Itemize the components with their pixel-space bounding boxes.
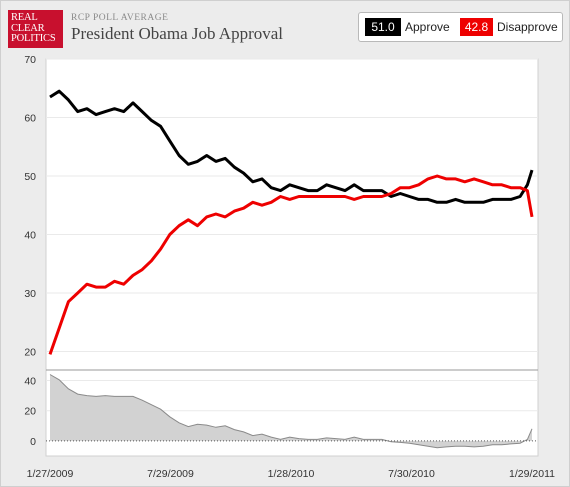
plot-area — [45, 58, 539, 457]
x-tick-label: 1/29/2011 — [509, 468, 555, 480]
chart-title: President Obama Job Approval — [71, 24, 283, 43]
series-line-disapprove — [48, 174, 534, 355]
x-tick-label: 1/27/2009 — [27, 468, 74, 480]
chart-kicker: RCP POLL AVERAGE — [71, 13, 169, 23]
x-tick-label: 1/28/2010 — [268, 468, 315, 480]
series-line-approve — [49, 89, 534, 204]
logo-line-2: CLEAR — [11, 22, 45, 34]
y-tick-label: 60 — [24, 112, 36, 124]
logo-line-1: REAL — [11, 12, 38, 23]
disapprove-legend-label: Disapprove — [497, 20, 558, 34]
x-tick-label: 7/30/2010 — [388, 468, 435, 480]
spread-y-tick-label: 20 — [24, 406, 36, 418]
approve-value-badge: 51.0 — [365, 18, 401, 36]
y-tick-label: 50 — [24, 171, 36, 183]
spread-area — [50, 374, 532, 448]
y-tick-label: 30 — [24, 288, 36, 300]
x-tick-label: 7/29/2009 — [147, 468, 194, 480]
disapprove-value-badge: 42.8 — [460, 18, 493, 36]
y-tick-label: 40 — [24, 229, 36, 241]
spread-line — [49, 374, 533, 449]
legend-box: 51.0 Approve 42.8 Disapprove — [358, 12, 563, 42]
spread-y-tick-label: 40 — [24, 376, 36, 388]
rcp-logo[interactable]: REAL CLEAR POLITICS — [8, 10, 63, 48]
y-tick-label: 20 — [24, 346, 36, 358]
approve-legend-label: Approve — [405, 20, 450, 34]
y-tick-label: 70 — [24, 54, 36, 66]
spread-y-tick-label: 0 — [30, 436, 36, 448]
logo-line-3: POLITICS — [11, 33, 56, 44]
